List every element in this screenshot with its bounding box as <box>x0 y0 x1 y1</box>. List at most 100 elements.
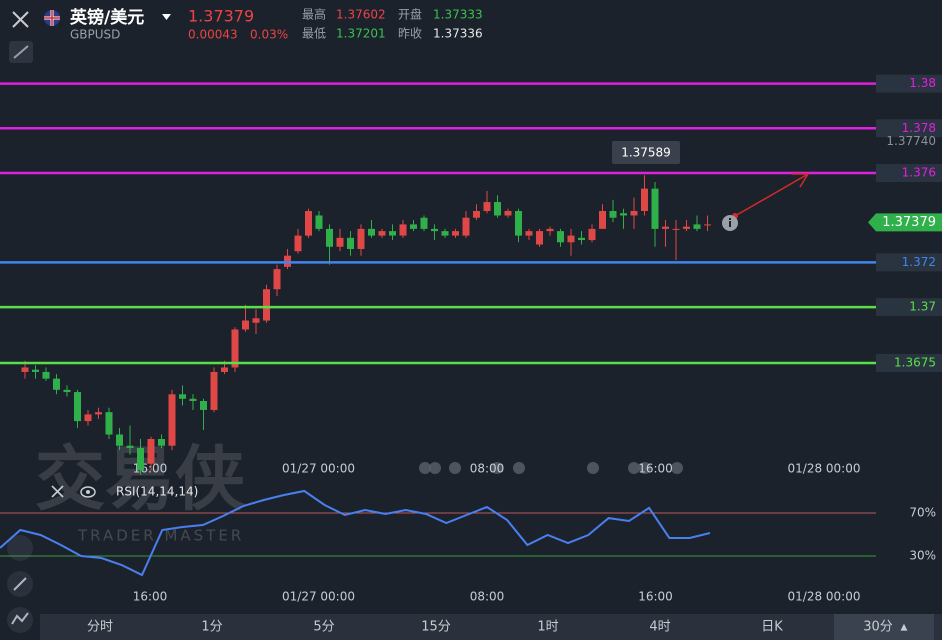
rsi-close[interactable] <box>51 485 64 498</box>
tab[interactable]: 5分 <box>313 620 334 635</box>
price-level-tag <box>876 164 942 182</box>
candle-body <box>494 202 501 216</box>
prev-value: 1.37336 <box>433 27 483 41</box>
candle-body <box>588 228 596 241</box>
prev-label: 昨收 <box>398 27 422 41</box>
tab-marker: ▲ <box>901 623 908 633</box>
price-level-tag <box>876 74 942 93</box>
candle-body <box>578 237 585 241</box>
price-level-label: 1.372 <box>902 255 936 269</box>
event-marker[interactable] <box>628 462 640 474</box>
candle-body <box>683 226 690 229</box>
event-marker[interactable] <box>639 462 651 474</box>
pair-symbol: GBPUSD <box>70 28 120 42</box>
candle-body <box>305 211 312 236</box>
candle-body <box>368 228 375 236</box>
candle-body <box>567 235 575 243</box>
price-level-label: 1.37 <box>909 300 936 314</box>
price-change-pct: 0.03% <box>250 28 288 42</box>
candle-body <box>504 211 512 216</box>
candle-body <box>704 224 711 226</box>
high-tooltip <box>612 141 680 164</box>
time-label: 08:00 <box>470 462 505 476</box>
candle-body <box>53 378 60 390</box>
candle-body <box>483 202 491 212</box>
event-marker[interactable] <box>449 462 461 474</box>
event-marker[interactable] <box>671 462 683 474</box>
candle-body <box>116 434 123 446</box>
candle-body <box>693 224 701 229</box>
candle-body <box>389 231 396 236</box>
candle-body <box>536 231 543 245</box>
price-scale-label: 1.37740 <box>886 134 936 148</box>
toolbar-close[interactable] <box>12 11 29 28</box>
event-marker[interactable] <box>513 462 525 474</box>
price-level-tag <box>876 354 942 373</box>
high-value: 1.37602 <box>336 8 386 22</box>
candle-body <box>672 228 680 230</box>
tab[interactable]: 4时 <box>649 620 670 635</box>
open-value: 1.37333 <box>433 8 483 22</box>
time-label: 01/28 00:00 <box>788 462 861 476</box>
candle-body <box>210 371 218 410</box>
candle-body <box>158 439 165 446</box>
event-marker[interactable] <box>491 462 503 474</box>
candle-body <box>252 318 260 323</box>
price-level-tag <box>876 298 942 317</box>
pair-name[interactable]: 英镑/美元 <box>70 7 144 28</box>
candle-body <box>137 447 144 471</box>
event-marker[interactable] <box>587 462 599 474</box>
candle-body <box>231 329 239 368</box>
time-label: 16:00 <box>638 462 673 476</box>
flag <box>44 10 60 26</box>
arrow-head <box>792 173 810 188</box>
candle-body <box>74 392 81 422</box>
price-level-label: 1.3675 <box>894 356 936 370</box>
tool-indicators[interactable] <box>7 535 33 561</box>
pen-icon <box>13 577 27 591</box>
candle-body <box>525 231 533 236</box>
candle-body <box>357 228 365 250</box>
candle-body <box>641 188 648 212</box>
last-price-tag <box>868 213 942 232</box>
price-level-tag <box>876 253 942 272</box>
candle-body <box>431 228 438 232</box>
tab[interactable]: 15分 <box>421 620 451 635</box>
candle-body <box>347 237 354 250</box>
price-level-tag <box>876 119 942 138</box>
rsi-visibility[interactable] <box>80 486 96 498</box>
tab[interactable]: 1时 <box>537 620 558 635</box>
candle-body <box>599 211 606 229</box>
candle-body <box>336 237 344 247</box>
plot-area: 16:00 16:00 01/27 00:00 01/27 00:00 08:00 08:… <box>0 74 942 604</box>
tab[interactable]: 1分 <box>201 620 222 635</box>
candle-body <box>242 320 249 330</box>
time-label: 16:00 <box>133 590 168 604</box>
candle-body <box>126 445 134 448</box>
candle-body <box>609 211 617 218</box>
tab[interactable]: 日K <box>761 620 783 635</box>
time-label: 01/27 00:00 <box>282 590 355 604</box>
event-marker[interactable] <box>429 462 441 474</box>
time-label: 01/27 00:00 <box>282 462 355 476</box>
candle-body <box>410 224 417 229</box>
candle-body <box>620 213 627 216</box>
open-label: 开盘 <box>398 7 422 22</box>
info-dot <box>729 218 731 220</box>
rsi-label: RSI(14,14,14) <box>116 485 198 499</box>
pair-dropdown[interactable] <box>162 14 171 20</box>
info-glyph <box>729 221 731 227</box>
price-level-label: 1.378 <box>902 121 936 135</box>
tab[interactable]: 30分 <box>863 620 893 635</box>
tab[interactable]: 分时 <box>87 620 113 635</box>
trend-arrow[interactable] <box>734 173 809 217</box>
price-change: 0.00043 <box>188 28 238 42</box>
candle-body <box>263 289 270 321</box>
candle-body <box>84 414 92 422</box>
event-marker[interactable] <box>419 462 431 474</box>
candle-body <box>515 211 522 236</box>
candle-body <box>452 231 459 236</box>
time-label: 16:00 <box>638 590 673 604</box>
candle-body <box>326 228 333 247</box>
